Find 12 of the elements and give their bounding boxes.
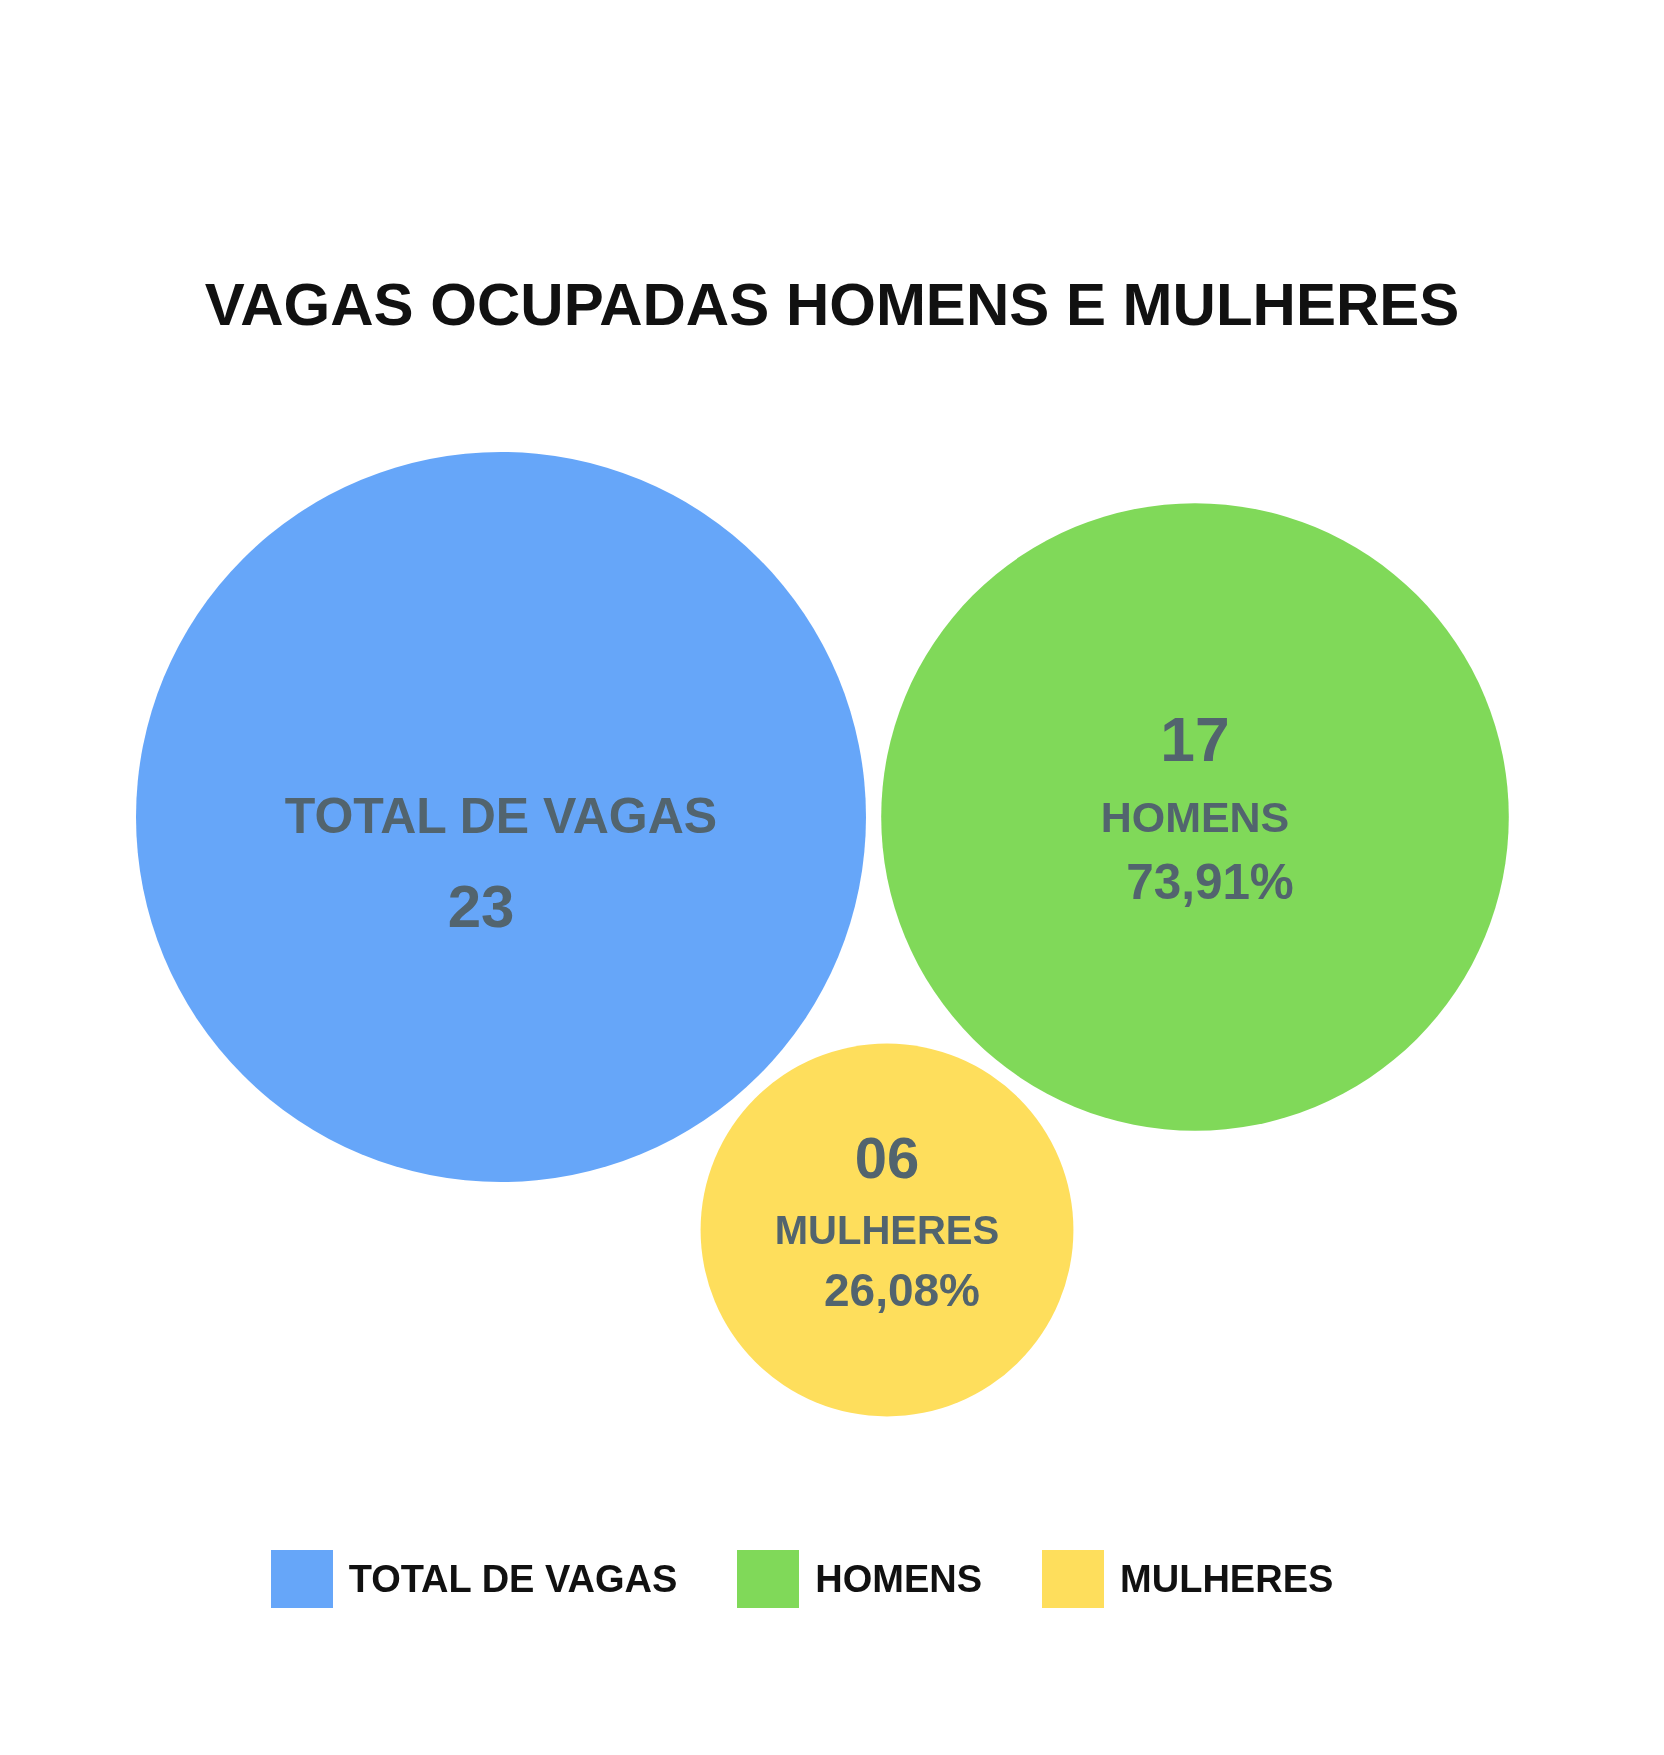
data-label: 06 [854, 1125, 920, 1190]
legend-label: MULHERES [1120, 1557, 1334, 1601]
text: MULHERES [774, 1208, 1000, 1252]
text: TOTAL DE VAGAS [284, 788, 718, 844]
text: 73,91% [1126, 853, 1294, 909]
text: 26,08% [823, 1264, 981, 1316]
legend-label: TOTAL DE VAGAS [348, 1557, 678, 1601]
text: HOMENS [1100, 793, 1290, 842]
legend-label: HOMENS [815, 1557, 983, 1601]
text: VAGAS OCUPADAS HOMENS E MULHERES [203, 270, 1461, 340]
data-label: 17 [1160, 705, 1230, 775]
data-label: 23 [447, 873, 515, 940]
